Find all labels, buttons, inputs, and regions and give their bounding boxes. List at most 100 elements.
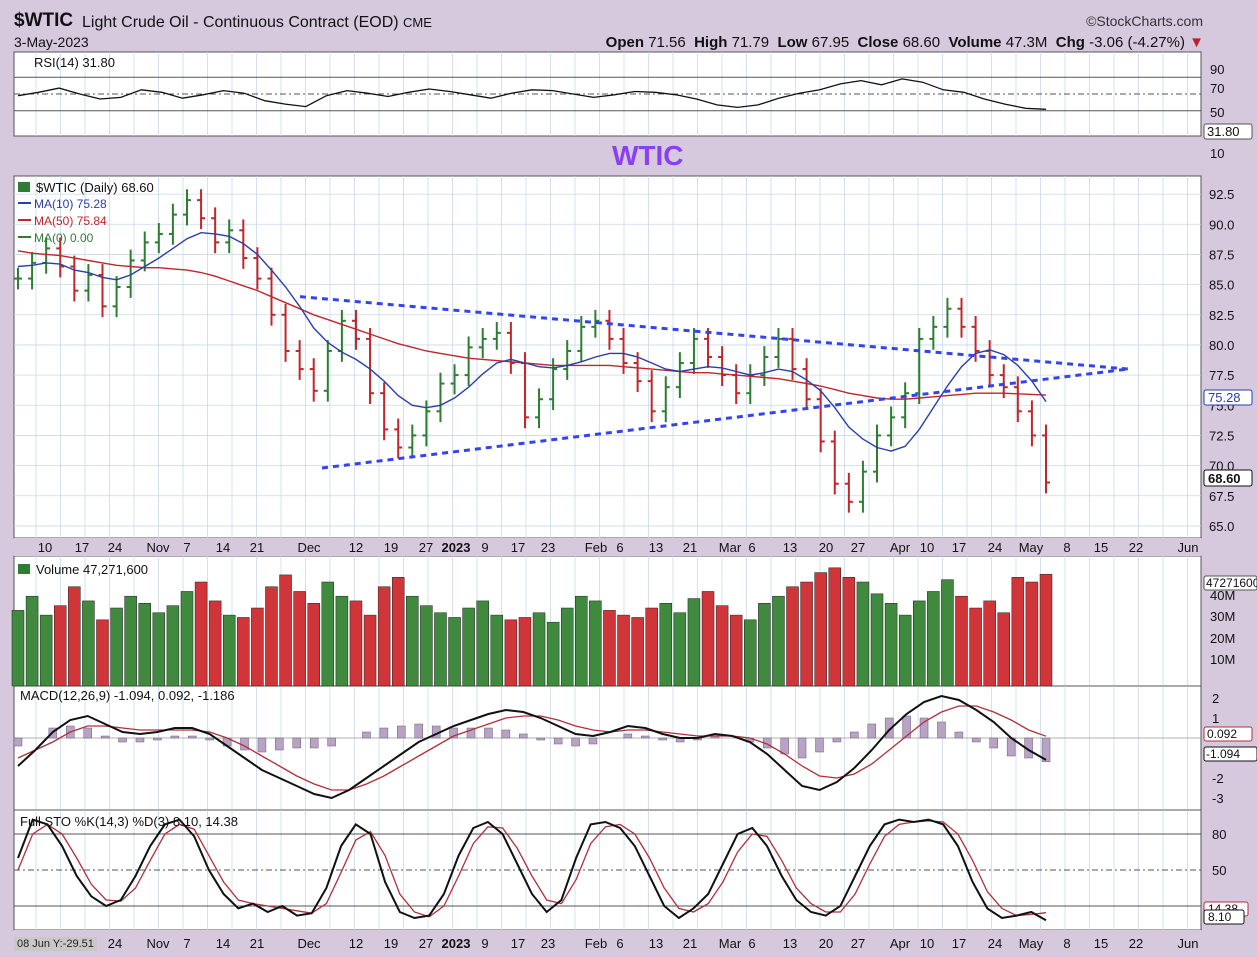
x-tick-label-bottom: 21 <box>683 936 697 951</box>
x-tick-label: 6 <box>748 540 755 555</box>
macd-histogram-bar <box>466 727 476 739</box>
volume-bar <box>913 600 926 687</box>
close-current-box <box>1203 469 1253 487</box>
macd-histogram-bar <box>954 731 964 739</box>
volume-bar <box>800 581 813 687</box>
volume-bar <box>237 617 250 687</box>
volume-bar <box>406 595 419 687</box>
x-tick-label: 24 <box>988 540 1002 555</box>
volume-title: Volume 47,271,600 <box>36 562 148 577</box>
x-tick-label-bottom: 9 <box>481 936 488 951</box>
rsi-title: RSI(14) 31.80 <box>34 55 115 70</box>
macd-histogram-bar <box>815 737 824 753</box>
macd-histogram-bar <box>135 737 145 743</box>
panel-bg-1 <box>13 175 1202 539</box>
x-tick-label: 10 <box>920 540 934 555</box>
x-tick-label: 2023 <box>442 540 471 555</box>
x-tick-label-bottom: 22 <box>1129 936 1143 951</box>
x-tick-label-bottom: 14 <box>216 936 230 951</box>
macd-histogram-bar <box>919 717 929 739</box>
x-tick-label-bottom: 21 <box>250 936 264 951</box>
volume-icon <box>18 564 30 574</box>
volume-label: Volume <box>948 34 1002 51</box>
sto-tick-label: 50 <box>1212 863 1226 878</box>
price-tick-label: 90.0 <box>1209 217 1234 232</box>
volume-bar <box>293 591 306 687</box>
xaxis-band-bottom <box>14 930 1201 957</box>
volume-bar <box>997 612 1011 687</box>
rsi-current-label: 31.80 <box>1207 124 1240 139</box>
x-tick-label: 17 <box>952 540 966 555</box>
macd-signal-box <box>1203 726 1253 742</box>
macd-histogram-bar <box>449 727 458 739</box>
macd-histogram-bar <box>623 733 633 739</box>
chart-date: 3-May-2023 <box>14 34 89 50</box>
volume-bar <box>659 603 673 687</box>
macd-histogram-bar <box>397 725 406 739</box>
volume-bar <box>434 612 447 687</box>
legend-entry: MA(50) 75.84 <box>34 214 107 228</box>
volume-bar <box>603 610 616 687</box>
x-tick-label: 19 <box>384 540 398 555</box>
macd-histogram-bar <box>153 737 162 741</box>
macd-histogram-bar <box>641 735 650 739</box>
x-tick-label-bottom: Mar <box>719 936 742 951</box>
volume-bar <box>617 614 630 687</box>
volume-bar <box>208 600 222 687</box>
volume-bar <box>758 603 771 687</box>
x-tick-label-bottom: 7 <box>183 936 190 951</box>
volume-bar <box>1025 581 1039 687</box>
rsi-tick-label: 50 <box>1210 105 1224 120</box>
macd-histogram-bar <box>832 737 842 743</box>
x-tick-label: 15 <box>1094 540 1108 555</box>
volume-bar <box>265 586 278 687</box>
price-title: $WTIC (Daily) 68.60 <box>36 180 154 195</box>
x-tick-label-bottom: 13 <box>649 936 663 951</box>
x-tick-label-bottom: 6 <box>748 936 755 951</box>
volume-bar <box>39 614 53 687</box>
x-tick-label: 27 <box>419 540 433 555</box>
high-label: High <box>694 34 728 51</box>
x-tick-label: 13 <box>783 540 797 555</box>
chart-header: $WTIC Light Crude Oil - Continuous Contr… <box>0 0 1257 52</box>
x-tick-label: 20 <box>819 540 833 555</box>
price-tick-label: 67.5 <box>1209 489 1234 504</box>
lower-trendline <box>321 367 1129 470</box>
legend-entry: MA(0) 0.00 <box>34 231 94 245</box>
volume-bar <box>898 614 912 687</box>
price-tick-label: 87.5 <box>1209 247 1234 262</box>
down-arrow-icon: ▼ <box>1189 34 1204 51</box>
x-tick-label: 14 <box>216 540 230 555</box>
macd-histogram-bar <box>257 737 267 753</box>
x-tick-label: Jun <box>1178 540 1199 555</box>
macd-histogram-bar <box>989 737 998 749</box>
volume-bar <box>490 614 504 687</box>
volume-bar <box>969 607 982 687</box>
macd-current-label: -1.094 <box>1206 747 1240 761</box>
x-tick-label: 17 <box>75 540 89 555</box>
rsi-current-box <box>1203 123 1253 140</box>
macd-tick-label: -2 <box>1212 771 1224 786</box>
macd-tick-label: 2 <box>1212 691 1219 706</box>
brand-logo[interactable]: ©StockCharts.com <box>1086 13 1203 29</box>
volume-bar <box>884 603 898 687</box>
ma10-current-box <box>1203 389 1253 406</box>
volume-bar <box>476 600 489 687</box>
open-value: 71.56 <box>648 34 686 51</box>
price-tick-label: 92.5 <box>1209 187 1234 202</box>
volume-bar <box>673 612 687 687</box>
volume-bar <box>68 586 81 687</box>
x-tick-label-bottom: 24 <box>988 936 1002 951</box>
macd-histogram-bar <box>553 737 563 745</box>
macd-histogram-bar <box>780 737 789 755</box>
sto-title: Full STO %K(14,3) %D(3) 8.10, 14.38 <box>20 814 238 829</box>
volume-current-box <box>1203 575 1257 591</box>
volume-bar <box>1039 573 1053 687</box>
macd-histogram-bar <box>972 737 981 743</box>
macd-histogram-bar <box>170 735 180 739</box>
x-tick-label-bottom: 8 <box>1063 936 1070 951</box>
macd-line <box>17 694 1047 800</box>
rsi-tick-label: 90 <box>1210 62 1224 77</box>
macd-histogram-bar <box>379 727 389 739</box>
